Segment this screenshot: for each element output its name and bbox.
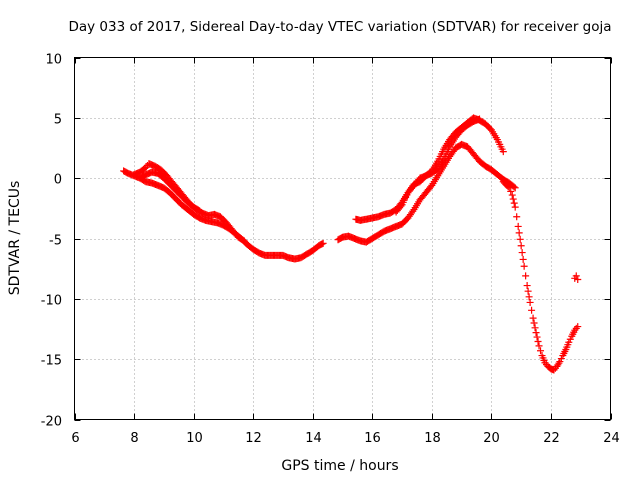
data-point [535, 342, 543, 350]
x-tick-label: 24 [603, 431, 620, 446]
series-arc-5 [352, 114, 507, 224]
data-point [319, 239, 327, 247]
data-point [556, 358, 564, 366]
series-arc-8 [571, 272, 582, 284]
x-tick-label: 16 [364, 431, 381, 446]
series-arc-7 [499, 178, 582, 374]
data-point [508, 191, 516, 199]
data-point [511, 184, 519, 192]
series-arc-3 [136, 168, 204, 215]
series-arc-6 [392, 115, 483, 216]
data-point [409, 207, 417, 215]
data-points [120, 114, 582, 374]
data-point [513, 213, 521, 221]
x-tick-label: 8 [130, 431, 138, 446]
y-tick-labels: 10 5 0 -5 -10 -15 -20 [41, 53, 62, 430]
x-tick-label: 22 [543, 431, 560, 446]
x-tick-label: 10 [186, 431, 203, 446]
data-point [318, 240, 326, 248]
data-point [511, 203, 519, 211]
series-arc-1 [120, 167, 327, 263]
x-tick-label: 18 [424, 431, 441, 446]
x-tick-label: 20 [483, 431, 500, 446]
data-point [516, 235, 524, 243]
data-point [504, 183, 512, 191]
data-point [525, 293, 533, 301]
x-tick-labels: 6 8 10 12 14 16 18 20 22 24 [71, 431, 619, 446]
data-point [515, 229, 523, 237]
y-axis-label: SDTVAR / TECUs [7, 181, 23, 296]
data-point [557, 355, 565, 363]
data-point [526, 298, 534, 306]
data-point [510, 199, 518, 207]
data-point [528, 306, 536, 314]
data-point [566, 335, 574, 343]
data-point [565, 338, 573, 346]
data-point [529, 314, 537, 322]
data-point [397, 202, 405, 210]
data-point [524, 287, 532, 295]
data-point [239, 236, 247, 244]
data-point [537, 347, 545, 355]
data-point [517, 242, 525, 250]
data-point [522, 272, 530, 280]
x-tick-label: 14 [305, 431, 322, 446]
y-tick-label: 5 [54, 113, 62, 128]
x-axis-label: GPS time / hours [281, 458, 398, 474]
x-tick-label: 12 [245, 431, 262, 446]
data-point [530, 319, 538, 327]
data-point [518, 249, 526, 257]
data-point [520, 262, 528, 270]
data-point [533, 333, 541, 341]
y-tick-label: -15 [41, 354, 62, 369]
data-point [519, 255, 527, 263]
data-point [572, 272, 580, 280]
data-point [194, 206, 202, 214]
y-tick-label: 10 [45, 53, 62, 68]
x-tick-label: 6 [71, 431, 79, 446]
data-point [523, 282, 531, 290]
y-tick-label: -20 [41, 415, 62, 430]
data-point [240, 237, 248, 245]
data-point [505, 184, 513, 192]
data-point [555, 359, 563, 367]
data-point [509, 195, 517, 203]
y-tick-label: -5 [49, 234, 62, 249]
data-point [514, 222, 522, 230]
y-tick-label: -10 [41, 294, 62, 309]
data-point [574, 276, 582, 284]
data-point [196, 207, 204, 215]
data-point [510, 183, 518, 191]
data-point [475, 115, 483, 123]
data-point [574, 323, 582, 331]
data-point [499, 148, 507, 156]
y-tick-label: 0 [54, 173, 62, 188]
chart-title: Day 033 of 2017, Sidereal Day-to-day VTE… [68, 19, 611, 35]
data-point [507, 187, 515, 195]
plot-frame [74, 57, 611, 420]
axis-ticks [74, 57, 612, 421]
data-point [534, 337, 542, 345]
data-point [531, 324, 539, 332]
data-point [532, 329, 540, 337]
